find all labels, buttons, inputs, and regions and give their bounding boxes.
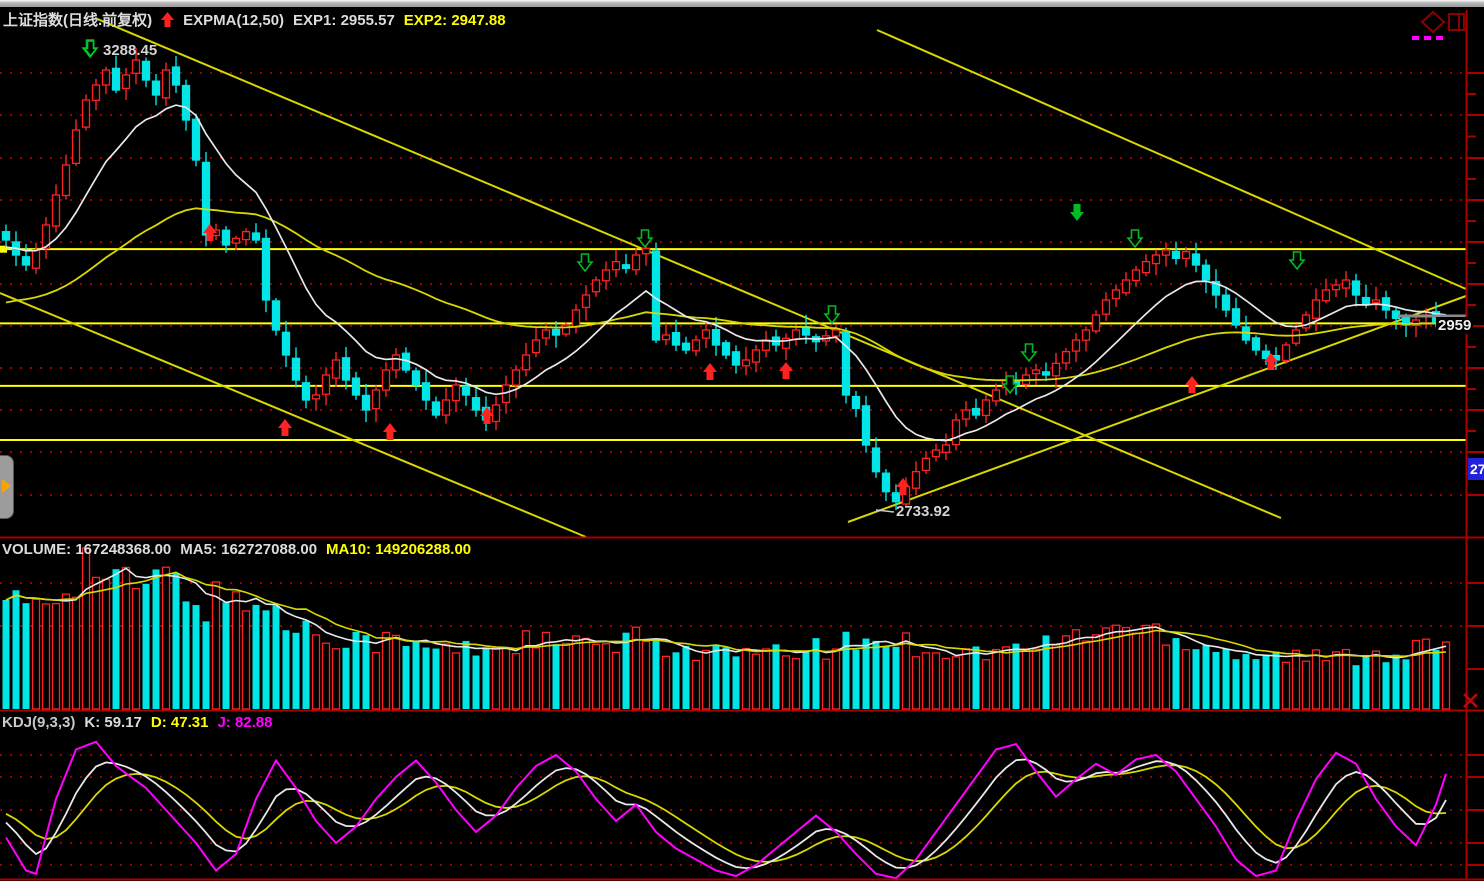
sell-signal-arrow-icon: [82, 40, 99, 61]
sell-arrow-icon: [823, 305, 841, 325]
minimize-dashes-icon[interactable]: [1424, 36, 1431, 40]
volume-value: VOLUME: 167248368.00: [2, 541, 172, 558]
candles-layer: [1, 47, 1451, 511]
sell-arrow-icon: [1001, 375, 1019, 395]
minimize-dashes-icon[interactable]: [1412, 36, 1419, 40]
buy-arrow-icon: [383, 423, 397, 440]
kdj-d-value: D: 47.31: [150, 714, 209, 731]
peak-price-label: 3288.45: [103, 42, 158, 59]
trough-annotation: 2733.92: [896, 503, 950, 520]
symbol-title: 上证指数(日线.前复权): [3, 12, 153, 29]
peak-annotation: 3288.45: [82, 40, 158, 61]
sell-arrow-icon: [1288, 251, 1306, 271]
kdj-pane-header: KDJ(9,3,3) K: 59.17 D: 47.31 J: 82.88: [2, 714, 282, 732]
up-arrow-icon: [161, 12, 175, 31]
close-x-icon[interactable]: [1463, 693, 1478, 708]
expma-layer: [5, 104, 1466, 513]
window-titlebar: [0, 0, 1484, 7]
sell-arrow-icon: [1126, 229, 1144, 249]
buy-arrow-icon: [1264, 353, 1278, 370]
sell-arrow-solid-icon: [1070, 204, 1084, 221]
volume-ma10-value: MA10: 149206288.00: [326, 541, 472, 558]
sell-arrow-icon: [636, 229, 654, 249]
buy-arrow-icon: [896, 478, 910, 495]
diamond-icon[interactable]: [1420, 10, 1446, 34]
volume-ma5-value: MA5: 162727088.00: [180, 541, 318, 558]
drawn-lines-layer: [0, 17, 1467, 538]
kdj-name: KDJ(9,3,3): [2, 714, 76, 731]
axis-layer: [0, 10, 1484, 881]
sell-arrow-icon: [576, 253, 594, 273]
expma-label: EXPMA(12,50): [183, 12, 285, 29]
signal-arrows-layer: [81, 39, 1306, 495]
buy-arrow-icon: [1185, 376, 1199, 393]
minimize-dashes-icon[interactable]: [1436, 36, 1443, 40]
buy-arrow-icon: [278, 419, 292, 436]
buy-arrow-icon: [203, 224, 217, 241]
last-price-label: 2959: [1436, 317, 1474, 334]
exp1-value: EXP1: 2955.57: [293, 12, 395, 29]
sidebar-expand-handle[interactable]: [0, 455, 14, 519]
kdj-j-value: J: 82.88: [217, 714, 273, 731]
restore-window-icon[interactable]: [1448, 13, 1465, 31]
volume-pane-header: VOLUME: 167248368.00 MA5: 162727088.00 MA1…: [2, 541, 480, 559]
kdj-k-value: K: 59.17: [84, 714, 142, 731]
buy-arrow-icon: [703, 363, 717, 380]
exp2-value: EXP2: 2947.88: [403, 12, 506, 29]
kdj-layer: [5, 740, 1447, 880]
axis-price-badge: 27: [1468, 458, 1484, 480]
main-pane-header: 上证指数(日线.前复权) EXPMA(12,50) EXP1: 2955.57 EXP…: [3, 9, 515, 31]
expand-right-arrow-icon: [2, 479, 11, 493]
volume-layer: [2, 547, 1451, 710]
buy-arrow-icon: [779, 362, 793, 379]
trough-price-label: 2733.92: [896, 503, 951, 520]
window-icons-layer: [1412, 10, 1478, 708]
buy-arrow-icon: [480, 407, 494, 424]
sell-arrow-icon: [1020, 343, 1038, 363]
